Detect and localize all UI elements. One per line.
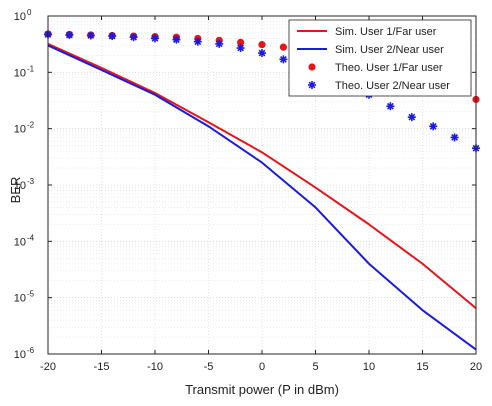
y-tick-label-exponent: -3 — [27, 177, 35, 186]
legend-item: Theo. User 1/Far user — [308, 62, 443, 74]
data-point — [65, 30, 74, 39]
data-point — [108, 32, 117, 41]
x-axis-ticks: -20 -15 -10 -5 0 5 10 15 20 — [40, 16, 482, 373]
x-tick-label: 0 — [259, 361, 265, 373]
legend-label: Sim. User 2/Near user — [335, 44, 444, 56]
series-1 — [47, 42, 477, 309]
legend-label: Theo. User 1/Far user — [335, 62, 443, 74]
legend-swatch — [308, 81, 316, 89]
legend-label: Sim. User 1/Far user — [335, 26, 437, 38]
x-tick-label: 20 — [470, 361, 482, 373]
x-tick-label: -10 — [147, 361, 163, 373]
data-point — [279, 43, 287, 51]
data-point — [386, 102, 395, 111]
data-point — [407, 113, 416, 122]
data-point — [129, 33, 138, 42]
legend-item: Theo. User 2/Near user — [308, 80, 450, 92]
series-2 — [47, 44, 477, 351]
data-point — [172, 35, 181, 44]
y-tick-label-exponent: -2 — [27, 121, 35, 130]
x-tick-label: 5 — [312, 361, 318, 373]
data-point — [258, 49, 266, 58]
data-point — [193, 37, 202, 46]
y-tick-label-exponent: -1 — [27, 64, 35, 73]
data-point — [429, 122, 438, 131]
x-tick-label: 10 — [363, 361, 375, 373]
legend-label: Theo. User 2/Near user — [335, 80, 450, 92]
legend-item: Sim. User 2/Near user — [297, 44, 444, 56]
data-point — [279, 55, 288, 64]
y-tick-label: 10 — [14, 124, 26, 136]
y-tick-label: 10 — [14, 67, 26, 79]
y-tick-label: 10 — [14, 293, 26, 305]
data-point — [215, 39, 224, 48]
y-tick-label: 10 — [14, 349, 26, 361]
legend-item: Sim. User 1/Far user — [297, 26, 437, 38]
series-line — [47, 44, 477, 351]
y-tick-label-exponent: 0 — [27, 8, 32, 17]
data-point — [450, 133, 459, 142]
data-point — [151, 34, 159, 43]
data-point — [86, 31, 95, 40]
series-line — [47, 42, 477, 309]
legend-box — [288, 19, 472, 97]
y-axis-label: BER — [8, 177, 23, 204]
y-tick-label-exponent: -5 — [27, 290, 35, 299]
y-tick-label-exponent: -6 — [27, 346, 35, 355]
y-tick-label: 10 — [14, 180, 26, 192]
legend-swatch — [308, 63, 316, 71]
data-point — [258, 41, 266, 49]
data-point — [237, 38, 245, 46]
y-tick-label: 10 — [14, 236, 26, 248]
x-tick-label: -20 — [40, 361, 56, 373]
y-tick-label: 10 — [14, 11, 26, 23]
y-tick-label-exponent: -4 — [27, 233, 35, 242]
data-point — [236, 44, 245, 53]
x-axis-label: Transmit power (P in dBm) — [185, 382, 339, 397]
x-tick-label: 15 — [416, 361, 428, 373]
x-tick-label: -5 — [204, 361, 214, 373]
x-tick-label: -15 — [94, 361, 110, 373]
legend: Sim. User 1/Far user Sim. User 2/Near use… — [288, 19, 472, 97]
